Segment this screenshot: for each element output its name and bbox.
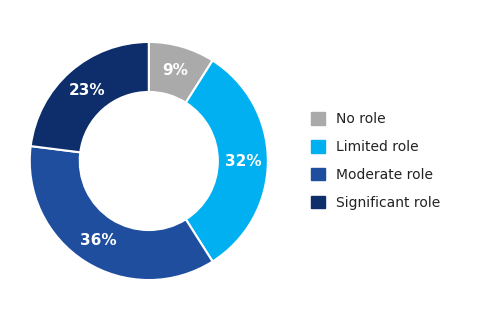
Text: 23%: 23% — [68, 83, 105, 98]
Legend: No role, Limited role, Moderate role, Significant role: No role, Limited role, Moderate role, Si… — [304, 105, 448, 217]
Wedge shape — [149, 42, 213, 103]
Wedge shape — [31, 42, 149, 152]
Text: 32%: 32% — [225, 154, 261, 168]
Wedge shape — [186, 61, 268, 261]
Wedge shape — [30, 146, 213, 280]
Text: 36%: 36% — [80, 233, 117, 248]
Text: 9%: 9% — [162, 63, 188, 78]
